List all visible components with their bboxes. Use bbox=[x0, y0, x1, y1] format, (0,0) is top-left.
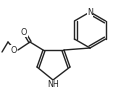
Text: NH: NH bbox=[47, 80, 59, 89]
Text: O: O bbox=[11, 45, 17, 54]
Text: N: N bbox=[87, 7, 93, 16]
Text: O: O bbox=[21, 27, 27, 36]
